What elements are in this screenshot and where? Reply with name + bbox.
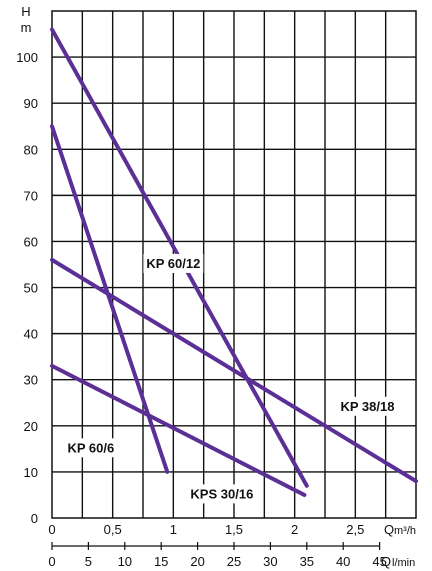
- y-tick-label: 10: [24, 465, 38, 480]
- y-tick-label: 20: [24, 419, 38, 434]
- y-tick-label: 30: [24, 373, 38, 388]
- y-tick-label: 40: [24, 327, 38, 342]
- x-tick-label: 0,5: [104, 522, 122, 537]
- x2-tick-label: 40: [336, 554, 350, 569]
- x-tick-label: 2: [291, 522, 298, 537]
- y-tick-label: 0: [31, 511, 38, 526]
- x2-tick-label: 0: [48, 554, 55, 569]
- y-axis-unit: m: [21, 20, 32, 35]
- series-label-background: [143, 253, 204, 273]
- series-label: KPS 30/16: [190, 486, 253, 501]
- series-label: KP 38/18: [340, 399, 394, 414]
- series-label-background: [187, 484, 257, 504]
- series-label: KP 60/6: [67, 440, 114, 455]
- x-axis-label: Q: [384, 522, 394, 537]
- x2-tick-label: 35: [300, 554, 314, 569]
- x2-axis-label: Q: [381, 554, 391, 569]
- x-tick-label: 1,5: [225, 522, 243, 537]
- y-tick-label: 70: [24, 188, 38, 203]
- grid: [52, 11, 416, 518]
- y-axis-label: H: [21, 4, 30, 19]
- x2-tick-label: 30: [263, 554, 277, 569]
- y-tick-label: 60: [24, 234, 38, 249]
- x2-axis-unit: l/min: [392, 557, 415, 569]
- x-tick-label: 0: [48, 522, 55, 537]
- series-labels: KP 60/12 KP 38/18 KP 60/6 KPS 30/16: [64, 253, 398, 504]
- y-tick-label: 100: [16, 50, 38, 65]
- series-label-background: [337, 396, 398, 416]
- x-tick-label: 1: [170, 522, 177, 537]
- x-axis-ticks: 0 0,5 1 1,5 2 2,5: [48, 522, 364, 537]
- y-tick-label: 50: [24, 281, 38, 296]
- x2-tick-label: 15: [154, 554, 168, 569]
- series-label-background: [64, 438, 118, 458]
- x2-tick-label: 45: [372, 554, 386, 569]
- x-tick-label: 2,5: [346, 522, 364, 537]
- y-tick-label: 90: [24, 96, 38, 111]
- x-axis-unit: m³/h: [394, 525, 416, 537]
- x2-tick-label: 5: [85, 554, 92, 569]
- x2-tick-label: 25: [227, 554, 241, 569]
- series-line: [50, 363, 307, 497]
- series-label: KP 60/12: [146, 256, 200, 271]
- y-axis-ticks: 0 10 20 30 40 50 60 70 80 90 100: [16, 50, 38, 526]
- y-tick-label: 80: [24, 142, 38, 157]
- x2-axis: 0 5 10 15 20 25 30 35 40 45: [48, 542, 387, 569]
- x2-tick-label: 10: [118, 554, 132, 569]
- x2-tick-label: 20: [190, 554, 204, 569]
- series-line: [50, 257, 418, 484]
